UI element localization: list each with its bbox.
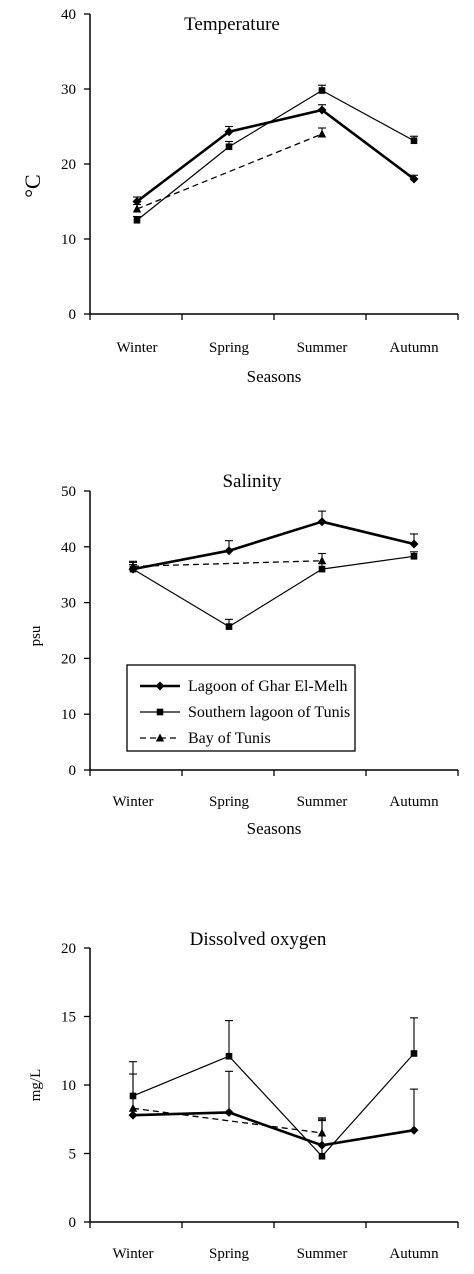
y-tick-label: 10 <box>61 232 76 248</box>
data-point <box>224 546 234 556</box>
data-point <box>410 552 418 560</box>
y-tick-label: 30 <box>61 82 76 98</box>
series-line <box>132 1053 415 1157</box>
y-tick-label: 0 <box>69 307 77 323</box>
y-tick-label: 20 <box>61 157 76 173</box>
x-axis-label: Seasons <box>247 367 302 386</box>
legend-swatch-marker <box>156 708 164 716</box>
x-tick-label: Autumn <box>389 340 439 356</box>
data-point <box>317 556 327 565</box>
y-axis-label: psu <box>28 625 44 646</box>
data-point <box>224 1107 234 1117</box>
data-point <box>128 1103 138 1112</box>
series-line <box>136 133 323 210</box>
data-point <box>318 565 326 573</box>
series-line <box>132 555 415 628</box>
data-point <box>317 129 327 138</box>
data-point <box>317 517 327 527</box>
x-axis-label: Seasons <box>247 819 302 838</box>
x-tick-label: Spring <box>209 340 250 356</box>
data-point <box>128 561 138 570</box>
series-3 <box>128 1073 327 1137</box>
chart-title: Temperature <box>184 14 280 35</box>
series-1 <box>128 510 419 574</box>
y-tick-label: 5 <box>69 1147 77 1163</box>
data-point <box>318 87 326 94</box>
series-1 <box>132 104 419 206</box>
series-1 <box>128 1070 419 1150</box>
chart-panel-3: 0 5 10 15 20 Winter Spring Summer Autumn Dissolve… <box>28 929 459 1262</box>
data-point <box>318 1152 326 1160</box>
x-tick-label: Winter <box>112 1246 153 1262</box>
data-point <box>133 216 141 224</box>
series-2 <box>129 1017 418 1160</box>
y-tick-label: 40 <box>61 540 76 556</box>
y-axis-label: °C <box>20 174 45 197</box>
x-tick-label: Autumn <box>389 794 439 810</box>
x-tick-label: Summer <box>297 794 348 810</box>
series-line <box>136 108 415 203</box>
chart-panel-1: 0 10 20 30 40 Winter Spring Summer Autumn Tempera… <box>20 7 459 386</box>
data-point <box>409 1125 419 1135</box>
y-tick-label: 15 <box>61 1010 76 1026</box>
y-tick-label: 0 <box>69 1215 77 1231</box>
series-3 <box>132 127 327 213</box>
x-tick-label: Spring <box>209 794 250 810</box>
legend: Lagoon of Ghar El-Melh Southern lagoon of… <box>126 664 356 752</box>
series-line <box>132 560 323 567</box>
data-point <box>225 143 233 151</box>
data-point <box>410 1050 418 1057</box>
legend-box <box>126 664 356 752</box>
data-point <box>132 204 142 213</box>
data-point <box>132 197 142 206</box>
x-tick-label: Winter <box>112 794 153 810</box>
series-line <box>132 1107 323 1134</box>
legend-swatch-marker <box>155 733 165 742</box>
y-tick-label: 50 <box>61 484 76 500</box>
x-tick-label: Summer <box>297 1246 348 1262</box>
data-point <box>224 127 234 137</box>
legend-label: Lagoon of Ghar El-Melh <box>188 678 348 695</box>
data-point <box>409 174 419 184</box>
series-line <box>132 520 415 571</box>
data-point <box>317 1128 327 1137</box>
data-point <box>410 137 418 145</box>
y-tick-label: 30 <box>61 596 76 612</box>
legend-swatch-marker <box>155 681 165 691</box>
chart-title: Dissolved oxygen <box>190 929 327 950</box>
series-line <box>132 1111 415 1147</box>
data-point <box>225 1052 233 1060</box>
series-2 <box>133 84 418 224</box>
x-tick-label: Winter <box>116 340 157 356</box>
y-tick-label: 10 <box>61 707 76 723</box>
x-tick-label: Spring <box>209 1246 250 1262</box>
data-point <box>225 623 233 630</box>
data-point <box>409 539 419 549</box>
data-point <box>128 1110 138 1120</box>
y-tick-label: 10 <box>61 1078 76 1094</box>
legend-label: Bay of Tunis <box>188 730 271 747</box>
chart-title: Salinity <box>222 471 282 492</box>
y-tick-label: 20 <box>61 941 76 957</box>
x-tick-label: Autumn <box>389 1246 439 1262</box>
y-tick-label: 20 <box>61 651 76 667</box>
series-line <box>136 89 415 221</box>
x-tick-label: Summer <box>297 340 348 356</box>
series-3 <box>128 552 327 570</box>
y-tick-label: 40 <box>61 7 76 23</box>
y-axis-label: mg/L <box>28 1069 44 1102</box>
chart-panel-2: 0 10 20 30 40 50 Winter Spring Summer Autumn Salin… <box>28 471 459 838</box>
legend-label: Southern lagoon of Tunis <box>188 704 350 721</box>
series-2 <box>129 551 418 630</box>
y-tick-label: 0 <box>69 763 77 779</box>
data-point <box>317 105 327 115</box>
